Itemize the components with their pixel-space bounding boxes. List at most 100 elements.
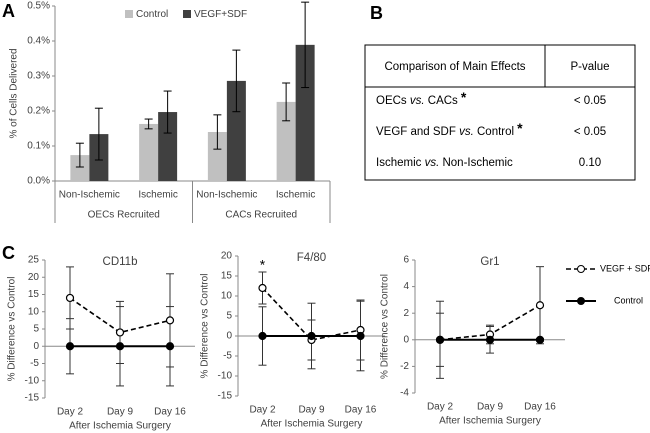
y-tick-label: 0.3% bbox=[27, 71, 50, 82]
y-tick-label: -5 bbox=[223, 351, 232, 362]
bar bbox=[158, 112, 178, 181]
bar bbox=[295, 44, 315, 181]
table-header: P-value bbox=[571, 61, 610, 73]
x-axis-label: After Ischemia Surgery bbox=[439, 416, 541, 427]
y-tick-label: 20 bbox=[221, 251, 233, 262]
legend-swatch bbox=[183, 10, 191, 18]
bar bbox=[207, 132, 227, 181]
chart-title: CD11b bbox=[103, 256, 138, 268]
y-axis-label: % Difference vs Control bbox=[7, 277, 18, 382]
marker bbox=[307, 331, 316, 341]
panel-label: C bbox=[2, 243, 15, 263]
panel-label: B bbox=[370, 3, 383, 23]
y-axis-label: % of Cells Delivered bbox=[9, 48, 20, 138]
x-tick-label: Day 9 bbox=[298, 405, 325, 416]
y-axis-label: % Difference vs Control bbox=[380, 274, 391, 379]
panel-label: A bbox=[2, 1, 15, 21]
y-axis-label: % Difference vs Control bbox=[200, 274, 211, 379]
table-cell: Ischemic vs. Non-Ischemic bbox=[376, 157, 513, 169]
x-tick-label: Day 2 bbox=[57, 407, 84, 418]
x-tick-label: Day 2 bbox=[249, 405, 276, 416]
y-tick-label: 0.1% bbox=[27, 141, 50, 152]
x-tick-label: Day 16 bbox=[345, 405, 377, 416]
cell-text: vs. bbox=[425, 157, 440, 169]
y-tick-label: 15 bbox=[221, 271, 233, 282]
marker bbox=[485, 335, 495, 344]
significance-mark: * bbox=[517, 120, 523, 136]
group-label: OECs Recruited bbox=[88, 210, 160, 221]
table-cell: < 0.05 bbox=[574, 126, 606, 138]
cell-text: Ischemic bbox=[376, 157, 425, 169]
y-tick-label: 0.0% bbox=[27, 176, 50, 187]
marker bbox=[356, 331, 365, 341]
x-tick-label: Day 2 bbox=[427, 402, 454, 413]
x-tick-label: Day 16 bbox=[524, 402, 556, 413]
y-tick-label: -10 bbox=[218, 371, 233, 382]
marker bbox=[115, 328, 125, 337]
y-tick-label: 4 bbox=[403, 281, 409, 292]
table-cell: < 0.05 bbox=[574, 95, 606, 107]
cell-text: CACs bbox=[425, 95, 458, 107]
legend-label: Control bbox=[614, 295, 643, 305]
marker bbox=[435, 335, 445, 344]
significance-mark: * bbox=[461, 89, 467, 105]
y-tick-label: -4 bbox=[400, 388, 409, 399]
x-tick-label: Ischemic bbox=[276, 190, 315, 201]
x-tick-label: Non-Ischemic bbox=[196, 190, 257, 201]
legend-marker bbox=[577, 265, 585, 273]
cell-text: OECs bbox=[376, 95, 410, 107]
marker bbox=[65, 342, 75, 351]
y-tick-label: 10 bbox=[28, 306, 40, 317]
legend-swatch bbox=[125, 10, 133, 18]
y-tick-label: -15 bbox=[218, 391, 233, 402]
y-tick-label: 5 bbox=[33, 324, 39, 335]
y-tick-label: -5 bbox=[30, 358, 39, 369]
marker bbox=[258, 331, 267, 341]
marker bbox=[535, 335, 545, 344]
y-tick-label: 0.5% bbox=[27, 1, 50, 12]
y-tick-label: 0 bbox=[226, 331, 232, 342]
table-cell: 0.10 bbox=[579, 157, 601, 169]
legend-label: VEGF+SDF bbox=[194, 9, 247, 20]
y-tick-label: 15 bbox=[28, 289, 40, 300]
cell-text: VEGF and SDF bbox=[376, 126, 459, 138]
x-axis-label: After Ischemia Surgery bbox=[69, 421, 171, 432]
marker bbox=[65, 293, 75, 303]
marker bbox=[165, 342, 175, 351]
x-tick-label: Day 16 bbox=[154, 407, 186, 418]
y-tick-label: 6 bbox=[403, 255, 409, 266]
y-tick-label: 10 bbox=[221, 291, 233, 302]
legend-marker bbox=[577, 297, 585, 305]
marker bbox=[115, 342, 125, 351]
table-header: Comparison of Main Effects bbox=[384, 61, 525, 73]
marker bbox=[258, 283, 267, 293]
y-tick-label: 5 bbox=[226, 311, 232, 322]
table-cell: VEGF and SDF vs. Control * bbox=[376, 120, 523, 138]
bar bbox=[226, 80, 246, 181]
cell-text: vs. bbox=[459, 126, 474, 138]
y-tick-label: 0.2% bbox=[27, 106, 50, 117]
x-tick-label: Day 9 bbox=[107, 407, 134, 418]
x-tick-label: Ischemic bbox=[138, 190, 177, 201]
y-tick-label: 0.4% bbox=[27, 36, 50, 47]
y-tick-label: -2 bbox=[400, 361, 409, 372]
chart-title: Gr1 bbox=[480, 256, 499, 268]
bar bbox=[139, 123, 159, 181]
legend-label: Control bbox=[136, 9, 168, 20]
annotation: * bbox=[260, 257, 266, 273]
y-tick-label: 0 bbox=[33, 341, 39, 352]
series-line bbox=[261, 287, 361, 341]
marker bbox=[535, 301, 545, 310]
marker bbox=[165, 316, 175, 325]
cell-text: vs. bbox=[410, 95, 425, 107]
group-label: CACs Recruited bbox=[225, 210, 297, 221]
x-axis-label: After Ischemia Surgery bbox=[261, 419, 363, 430]
bar bbox=[276, 101, 296, 181]
chart-title: F4/80 bbox=[297, 252, 326, 264]
bar bbox=[70, 155, 90, 181]
x-tick-label: Non-Ischemic bbox=[59, 190, 120, 201]
y-tick-label: 25 bbox=[28, 255, 40, 266]
y-tick-label: 0 bbox=[403, 334, 409, 345]
x-tick-label: Day 9 bbox=[477, 402, 504, 413]
